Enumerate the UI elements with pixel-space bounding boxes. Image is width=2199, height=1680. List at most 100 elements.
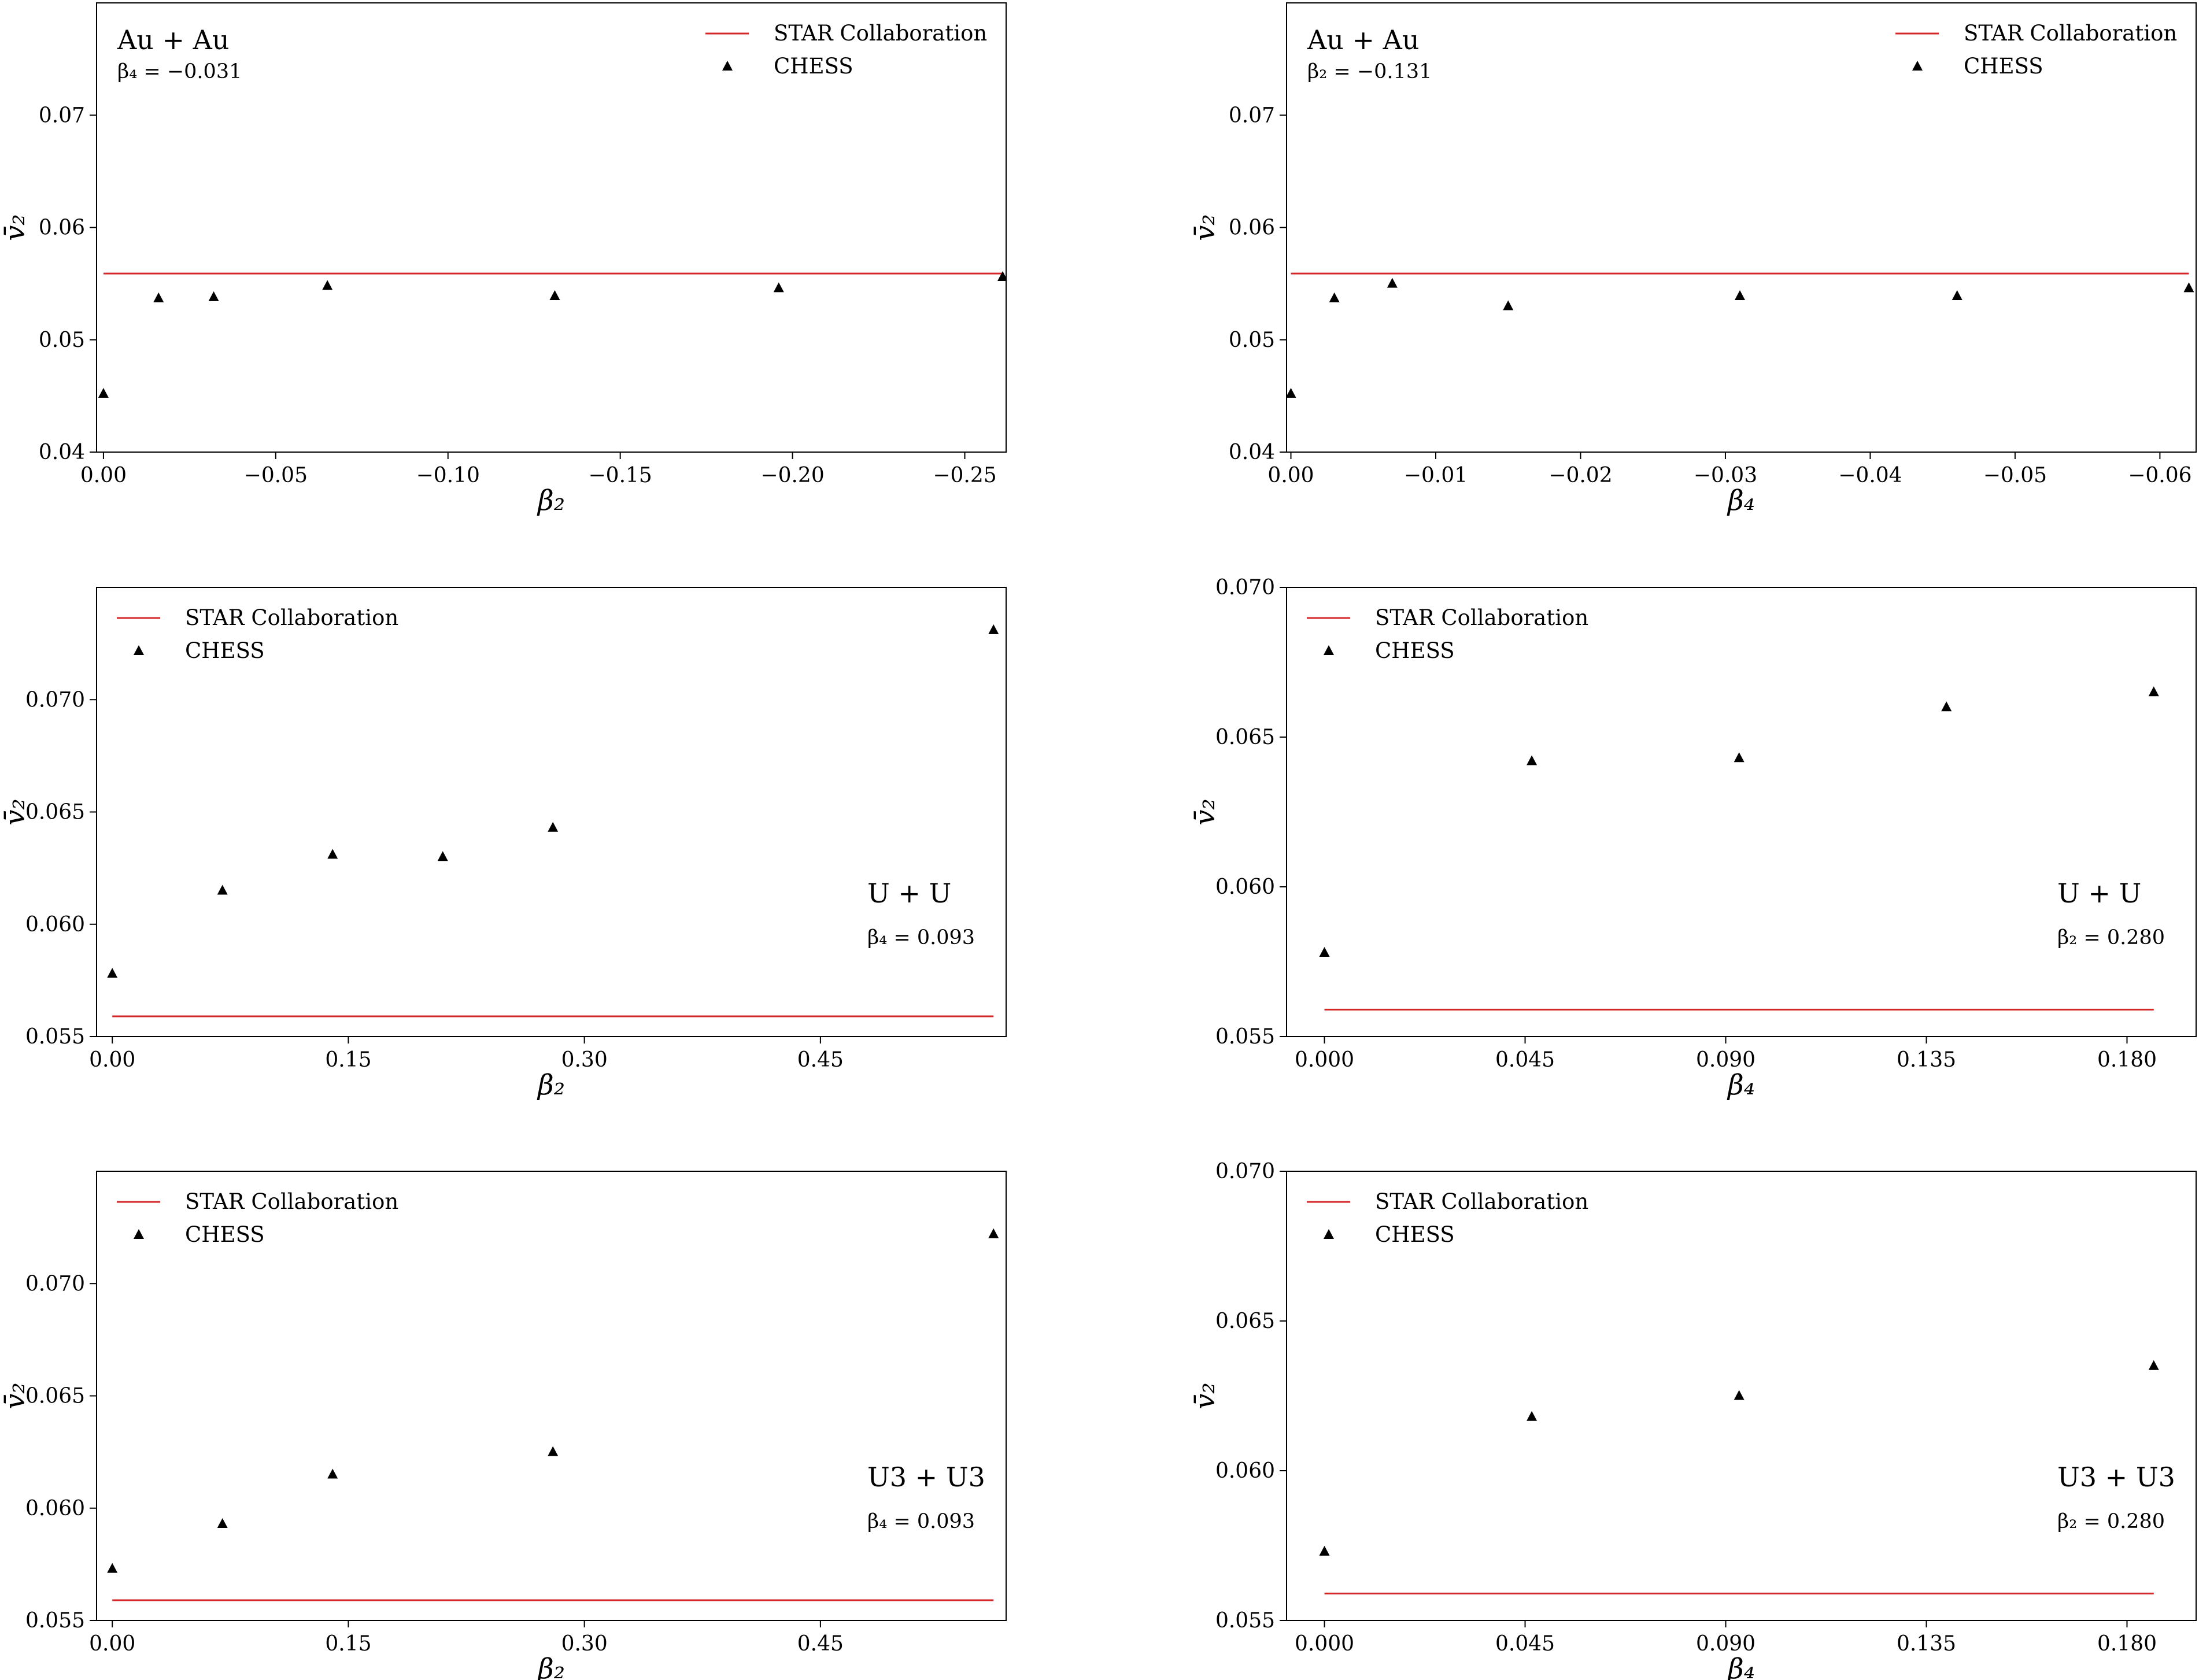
plot-area <box>1287 272 2194 398</box>
chess-point <box>2148 686 2159 697</box>
axes-frame <box>1286 587 2197 1037</box>
x-axis-label: β₄ <box>1727 484 1755 517</box>
legend-star-label: STAR Collaboration <box>1964 21 2177 46</box>
chart-panel-2: 0.00 −0.01 −0.02 −0.03 −0.04 −0.05 −0.06 0.04 0.… <box>1189 2 2197 517</box>
chess-point <box>1952 290 1963 300</box>
legend-chess-label: CHESS <box>1964 54 2043 79</box>
y-tick-label: 0.060 <box>25 1497 85 1520</box>
chess-point <box>322 280 333 290</box>
x-tick-label: 0.00 <box>1267 464 1314 487</box>
fixed-param-label: β₂ = 0.280 <box>2057 926 2165 949</box>
x-axis-label: β₂ <box>537 1653 565 1680</box>
legend-star-label: STAR Collaboration <box>774 21 987 46</box>
fixed-param-label: β₂ = 0.280 <box>2057 1510 2165 1533</box>
chess-point <box>1319 946 1330 957</box>
y-tick-label: 0.04 <box>39 441 85 464</box>
chess-point <box>437 851 448 861</box>
chess-point <box>988 1228 999 1238</box>
y-tick-label: 0.055 <box>1215 1609 1275 1633</box>
chess-point <box>2183 282 2194 293</box>
x-tick-label: 0.15 <box>325 1632 371 1656</box>
chess-point <box>1527 1411 1538 1421</box>
plot-area <box>1319 1360 2159 1594</box>
legend-star-label: STAR Collaboration <box>185 605 398 630</box>
x-tick-label: 0.15 <box>325 1048 371 1072</box>
plot-area <box>107 1228 999 1601</box>
chess-point <box>2148 1360 2159 1370</box>
chess-point <box>1734 290 1745 300</box>
y-axis-label: v̄₂ <box>1189 1382 1221 1409</box>
y-tick-label: 0.070 <box>1215 1160 1275 1183</box>
legend: STAR Collaboration CHESS <box>117 605 398 663</box>
chess-point <box>1387 277 1398 288</box>
chess-point <box>1319 1545 1330 1556</box>
x-tick-label: 0.180 <box>2097 1048 2157 1072</box>
x-tick-label: 0.135 <box>1897 1632 1956 1656</box>
y-tick-label: 0.06 <box>39 216 85 240</box>
y-tick-label: 0.065 <box>1215 726 1275 749</box>
chess-point <box>327 1468 338 1479</box>
chess-point <box>327 849 338 859</box>
legend-chess-label: CHESS <box>774 54 853 79</box>
chess-point <box>548 822 559 832</box>
chess-point <box>549 290 560 300</box>
chess-point <box>217 1518 228 1528</box>
y-axis-label: v̄₂ <box>1189 214 1221 240</box>
legend-chess-swatch <box>722 61 733 71</box>
y-axis-label: v̄₂ <box>1189 798 1221 825</box>
y-tick-label: 0.07 <box>39 103 85 127</box>
chess-point <box>107 968 118 978</box>
x-tick-label: 0.00 <box>80 464 127 487</box>
y-tick-label: 0.065 <box>25 1385 85 1408</box>
legend-chess-label: CHESS <box>1375 1222 1455 1247</box>
chart-panel-1: 0.00 −0.05 −0.10 −0.15 −0.20 −0.25 0.04 0.05 0.0… <box>0 2 1007 517</box>
chess-point <box>208 291 219 301</box>
chart-panel-3: 0.00 0.15 0.30 0.45 0.055 0.060 0.065 0.070 β₂ v̄… <box>0 587 1007 1101</box>
legend-star-label: STAR Collaboration <box>1375 1189 1588 1214</box>
y-tick-label: 0.07 <box>1229 103 1275 127</box>
axes-frame <box>1286 2 2197 453</box>
x-tick-label: 0.00 <box>89 1632 135 1656</box>
x-axis-label: β₄ <box>1727 1069 1755 1101</box>
system-label: U3 + U3 <box>2057 1461 2175 1493</box>
x-tick-label: −0.02 <box>1548 464 1612 487</box>
legend: STAR Collaboration CHESS <box>1307 605 1588 663</box>
axes-frame <box>96 587 1007 1037</box>
y-tick-label: 0.065 <box>1215 1309 1275 1333</box>
system-label: Au + Au <box>1307 24 1419 55</box>
legend-chess-swatch <box>134 645 144 655</box>
legend-chess-swatch <box>134 1229 144 1239</box>
x-tick-label: −0.20 <box>760 464 824 487</box>
y-tick-label: 0.055 <box>1215 1025 1275 1049</box>
plot-area <box>1319 686 2159 1011</box>
x-tick-label: −0.10 <box>416 464 480 487</box>
x-tick-label: 0.00 <box>89 1048 135 1072</box>
chess-point <box>107 1563 118 1573</box>
axes-frame <box>96 1171 1007 1621</box>
x-tick-label: 0.45 <box>797 1048 844 1072</box>
chess-point <box>1734 1390 1745 1400</box>
plot-area <box>107 624 999 1017</box>
chart-panel-4: 0.000 0.045 0.090 0.135 0.180 0.055 0.060 0.065… <box>1189 576 2197 1101</box>
legend-chess-label: CHESS <box>1375 638 1455 663</box>
x-tick-label: 0.30 <box>561 1048 608 1072</box>
chess-point <box>773 282 784 293</box>
x-tick-label: 0.090 <box>1696 1048 1755 1072</box>
y-tick-label: 0.055 <box>25 1025 85 1049</box>
y-tick-label: 0.065 <box>25 801 85 824</box>
legend: STAR Collaboration CHESS <box>705 21 987 79</box>
chess-point <box>997 271 1006 281</box>
fixed-param-label: β₄ = 0.093 <box>867 926 975 949</box>
x-tick-label: −0.05 <box>1983 464 2047 487</box>
chess-point <box>1503 300 1514 310</box>
system-label: Au + Au <box>117 24 229 55</box>
y-tick-label: 0.070 <box>25 688 85 712</box>
legend-chess-swatch <box>1324 645 1334 655</box>
legend-star-label: STAR Collaboration <box>185 1189 398 1214</box>
x-tick-label: 0.045 <box>1495 1048 1555 1072</box>
y-axis-label: v̄₂ <box>0 798 31 825</box>
x-axis-label: β₂ <box>537 1069 565 1101</box>
chess-point <box>988 624 999 634</box>
x-tick-label: −0.05 <box>244 464 308 487</box>
